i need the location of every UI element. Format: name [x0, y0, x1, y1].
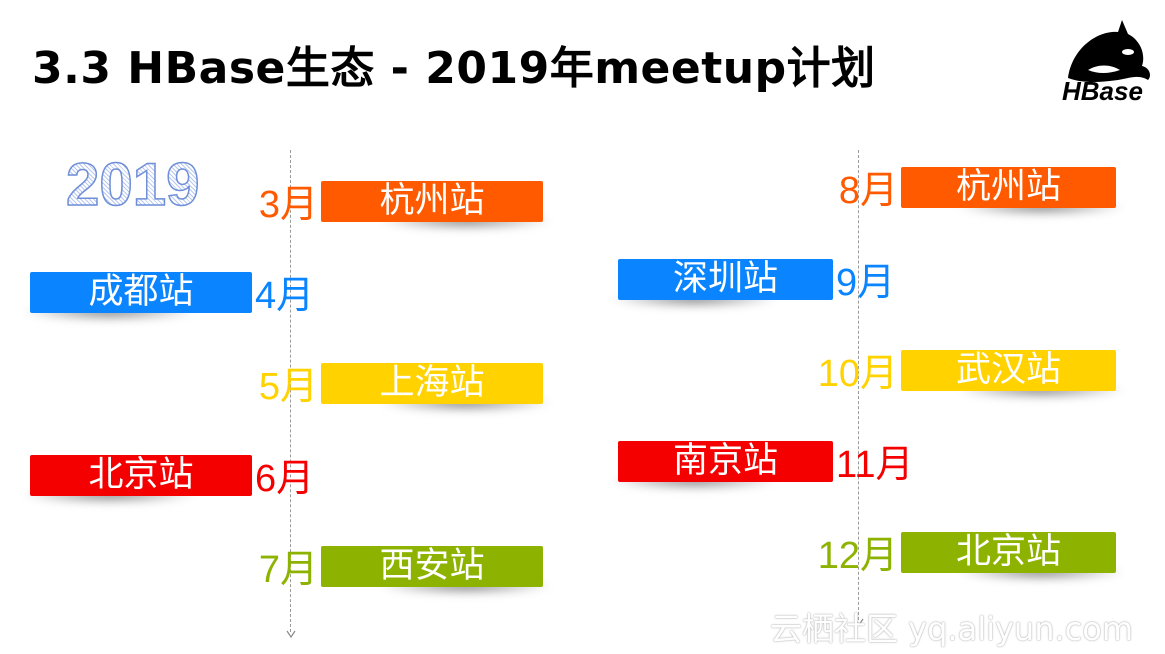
station-box: 北京站	[30, 455, 252, 496]
month-label: 6月	[255, 458, 315, 500]
timeline-axis-left	[290, 150, 291, 632]
watermark: 云栖社区 yq.aliyun.com	[770, 610, 1134, 648]
logo-text: HBase	[1062, 76, 1143, 106]
page-title: 3.3 HBase生态 - 2019年meetup计划	[32, 43, 876, 94]
month-label: 4月	[255, 275, 315, 317]
station-box: 武汉站	[901, 350, 1116, 391]
station-box: 上海站	[321, 363, 543, 404]
month-label: 5月	[258, 366, 318, 408]
month-label: 7月	[258, 549, 318, 591]
month-label: 11月	[836, 444, 914, 486]
arrow-down-icon	[854, 618, 864, 626]
station-box: 杭州站	[901, 167, 1116, 208]
month-label: 10月	[817, 353, 898, 395]
station-box: 深圳站	[618, 259, 833, 300]
month-label: 3月	[258, 184, 318, 226]
station-box: 成都站	[30, 272, 252, 313]
station-box: 西安站	[321, 546, 543, 587]
arrow-down-icon	[286, 630, 296, 638]
station-box: 南京站	[618, 441, 833, 482]
station-box: 杭州站	[321, 181, 543, 222]
month-label: 9月	[836, 262, 896, 304]
month-label: 8月	[838, 170, 898, 212]
orca-icon	[1068, 20, 1150, 82]
timeline-axis-right	[858, 150, 859, 620]
station-box: 北京站	[901, 532, 1116, 573]
month-label: 12月	[817, 535, 898, 577]
year-label: 2019	[65, 150, 200, 219]
